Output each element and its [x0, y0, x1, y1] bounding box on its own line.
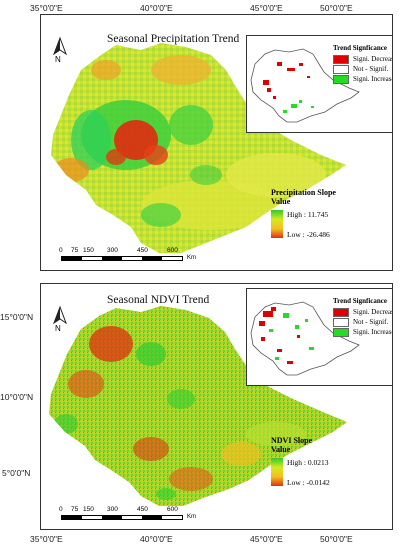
legend-title: Trend Signficance	[333, 297, 387, 305]
ramp-high-label: High : 0.0213	[287, 458, 329, 467]
ndvi-significance-inset: Trend Signficance Signi. Decrease Not - …	[246, 288, 393, 386]
precipitation-significance-map	[250, 48, 360, 123]
legend-swatch	[333, 54, 349, 64]
lon-label-35-bottom: 35°0'0"E	[30, 534, 63, 544]
precipitation-significance-legend: Trend Signficance Signi. Decrease Not - …	[333, 44, 393, 84]
legend-swatch	[333, 74, 349, 84]
scale-tick-label: 600	[167, 247, 178, 254]
ndvi-map-title: Seasonal NDVI Trend	[107, 294, 210, 306]
precipitation-map-title: Seasonal Precipitation Trend	[107, 33, 240, 45]
slope-title: Precipitation Slope	[271, 188, 336, 197]
legend-title: Trend Signficance	[333, 44, 387, 52]
slope-subtitle: Value	[271, 197, 291, 206]
legend-swatch	[333, 307, 349, 317]
legend-swatch	[333, 327, 349, 337]
legend-item-not-significant: Not - Signif.	[333, 317, 392, 327]
legend-label: Signi. Increase	[353, 328, 393, 336]
lon-label-50-top: 50°0'0"E	[320, 3, 353, 13]
slope-title: NDVI Slope	[271, 436, 313, 445]
legend-swatch	[333, 317, 349, 327]
legend-label: Signi. Decrease	[353, 308, 393, 316]
legend-item-increase: Signi. Increase	[333, 327, 393, 337]
ramp-high-label: High : 11.745	[287, 210, 329, 219]
lon-label-50-bottom: 50°0'0"E	[320, 534, 353, 544]
scale-tick-label: 600	[167, 506, 178, 513]
lon-label-45-bottom: 45°0'0"E	[250, 534, 283, 544]
north-arrow-icon	[51, 305, 69, 332]
legend-item-decrease: Signi. Decrease	[333, 54, 393, 64]
scale-unit: Km	[187, 255, 196, 261]
lon-label-45-top: 45°0'0"E	[250, 3, 283, 13]
scale-tick-label: 75	[71, 247, 79, 254]
lon-label-35-top: 35°0'0"E	[30, 3, 63, 13]
scale-tick-label: 450	[137, 506, 148, 513]
ndvi-significance-legend: Trend Signficance Signi. Decrease Not - …	[333, 297, 393, 337]
ndvi-significance-map	[250, 301, 360, 376]
legend-item-not-significant: Not - Signif.	[333, 64, 392, 74]
scale-tick-label: 150	[83, 506, 94, 513]
legend-swatch	[333, 64, 349, 74]
north-label: N	[55, 55, 61, 64]
scale-tick-label: 300	[107, 506, 118, 513]
ndvi-map-panel: N Seasonal NDVI Trend	[40, 283, 393, 530]
color-ramp	[271, 458, 283, 486]
ramp-low-label: Low : -26.486	[287, 230, 330, 239]
legend-label: Signi. Increase	[353, 75, 393, 83]
ndvi-slope-legend: NDVI Slope Value High : 0.0213 Low : -0.…	[271, 436, 330, 487]
scale-tick-label: 0	[59, 247, 63, 254]
lon-label-40-top: 40°0'0"E	[140, 3, 173, 13]
lat-label-5: 5°0'0"N	[2, 468, 31, 478]
scale-tick-label: 450	[137, 247, 148, 254]
scale-bar-graphic	[61, 515, 183, 520]
scale-tick-label: 0	[59, 506, 63, 513]
legend-item-decrease: Signi. Decrease	[333, 307, 393, 317]
north-label: N	[55, 324, 61, 333]
lat-label-10: 10°0'0"N	[0, 392, 34, 402]
precipitation-slope-legend: Precipitation Slope Value High : 11.745 …	[271, 188, 336, 239]
north-arrow-icon	[51, 36, 69, 63]
scale-tick-label: 150	[83, 247, 94, 254]
scale-bar-graphic	[61, 256, 183, 261]
scale-bar: 0 75 150 300 450 600 Km	[59, 247, 196, 263]
lon-label-40-bottom: 40°0'0"E	[140, 534, 173, 544]
legend-label: Not - Signif.	[353, 318, 389, 326]
scale-tick-label: 300	[107, 247, 118, 254]
scale-bar: 0 75 150 300 450 600 Km	[59, 506, 196, 522]
scale-tick-label: 75	[71, 506, 79, 513]
legend-item-increase: Signi. Increase	[333, 74, 393, 84]
scale-unit: Km	[187, 514, 196, 520]
precipitation-map-panel: N Seasonal Precipitation Trend Trend S	[40, 14, 393, 271]
lat-label-15: 15°0'0"N	[0, 312, 34, 322]
color-ramp	[271, 210, 283, 238]
slope-subtitle: Value	[271, 445, 291, 454]
legend-label: Not - Signif.	[353, 65, 389, 73]
ndvi-map	[49, 306, 347, 506]
legend-label: Signi. Decrease	[353, 55, 393, 63]
ramp-low-label: Low : -0.0142	[287, 478, 330, 487]
precipitation-significance-inset: Trend Signficance Signi. Decrease Not - …	[246, 35, 393, 133]
